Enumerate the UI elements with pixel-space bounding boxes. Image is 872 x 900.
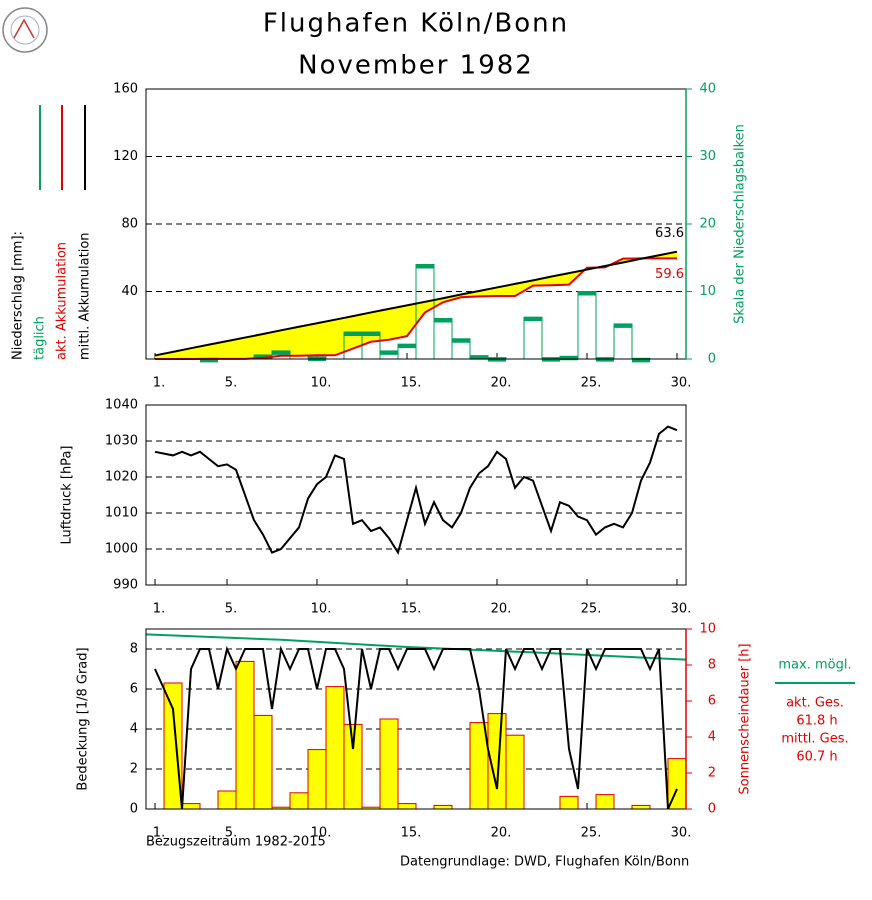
bar	[217, 790, 237, 810]
y2-tick-label: 20	[699, 217, 716, 232]
y-tick-label: 1000	[105, 542, 138, 557]
legend-label: täglich	[33, 316, 48, 360]
y-tick-label: 8	[130, 642, 138, 657]
y-tick-label: 40	[121, 284, 138, 299]
y2-tick-label: 10	[699, 284, 716, 299]
bar	[343, 723, 363, 810]
x-tick-label: 5.	[225, 376, 237, 391]
y2-axis-label: Skala der Niederschlagsbalken	[733, 124, 748, 324]
y2-tick-label: 6	[708, 694, 716, 709]
y2-tick-label: 30	[699, 149, 716, 164]
footer-source: Datengrundlage: DWD, Flughafen Köln/Bonn	[400, 855, 689, 870]
y2-tick-label: 40	[699, 82, 716, 97]
y-tick-label: 80	[121, 217, 138, 232]
legend-label: mittl. Akkumulation	[78, 232, 93, 360]
bar	[505, 734, 525, 810]
legend-label: akt. Akkumulation	[55, 242, 70, 360]
bar	[235, 660, 255, 810]
x-tick-label: 1.	[153, 376, 165, 391]
y2-tick-label: 0	[708, 352, 716, 367]
x-tick-label: 25.	[581, 826, 602, 841]
y-tick-label: 4	[130, 722, 138, 737]
x-tick-label: 25.	[581, 376, 602, 391]
annotation: akt. Ges.	[786, 696, 844, 711]
bar	[595, 794, 615, 810]
x-tick-label: 5.	[225, 602, 237, 617]
bar	[289, 792, 309, 810]
value-label: 59.6	[655, 267, 684, 282]
legend-label: max. mögl.	[778, 658, 851, 673]
y2-axis-label: Sonnenscheindauer [h]	[738, 643, 753, 794]
x-tick-label: 10.	[311, 602, 332, 617]
y2-tick-label: 4	[708, 730, 716, 745]
line	[154, 645, 678, 810]
x-tick-label: 15.	[401, 826, 422, 841]
x-tick-label: 1.	[153, 602, 165, 617]
y-tick-label: 990	[113, 578, 138, 593]
x-tick-label: 15.	[401, 376, 422, 391]
line	[154, 250, 678, 357]
footer-period: Bezugszeitraum 1982-2015	[146, 835, 326, 850]
logo	[2, 7, 48, 53]
y2-tick-label: 10	[699, 622, 716, 637]
annotation: 61.8 h	[796, 714, 837, 729]
line	[154, 425, 678, 556]
x-tick-label: 10.	[311, 826, 332, 841]
y2-tick-label: 2	[708, 766, 716, 781]
bar	[433, 804, 453, 810]
x-tick-label: 20.	[491, 602, 512, 617]
chart-subtitle: November 1982	[298, 51, 534, 81]
logo-inner	[10, 15, 40, 45]
value-label: 63.6	[655, 226, 684, 241]
line	[145, 633, 687, 661]
x-tick-label: 1.	[153, 826, 165, 841]
y-axis-label: Niederschlag [mm]:	[11, 231, 26, 360]
annotation: mittl. Ges.	[781, 732, 848, 747]
annotation: 60.7 h	[796, 750, 837, 765]
y-axis-label: Luftdruck [hPa]	[60, 446, 75, 545]
bar	[181, 803, 201, 810]
y-axis-label: Bedeckung [1/8 Grad]	[76, 647, 91, 790]
y-tick-label: 1030	[105, 434, 138, 449]
plot-frame	[145, 404, 687, 586]
logo-mark	[13, 18, 35, 39]
logo-ring	[2, 7, 48, 53]
x-tick-label: 30.	[671, 826, 692, 841]
y-tick-label: 1040	[105, 398, 138, 413]
bar	[631, 804, 651, 810]
x-tick-label: 20.	[491, 376, 512, 391]
y-tick-label: 1010	[105, 506, 138, 521]
x-tick-label: 20.	[491, 826, 512, 841]
y2-tick-label: 0	[708, 802, 716, 817]
bar	[325, 686, 345, 810]
x-tick-label: 30.	[671, 376, 692, 391]
x-tick-label: 5.	[225, 826, 237, 841]
y-tick-label: 160	[113, 82, 138, 97]
x-tick-label: 30.	[671, 602, 692, 617]
x-tick-label: 25.	[581, 602, 602, 617]
bar	[559, 795, 579, 810]
chart-title: Flughafen Köln/Bonn	[263, 9, 569, 39]
y-tick-label: 2	[130, 762, 138, 777]
x-tick-label: 15.	[401, 602, 422, 617]
bar	[307, 749, 327, 810]
y-tick-label: 0	[130, 802, 138, 817]
bar	[253, 714, 273, 810]
bar	[397, 803, 417, 810]
y-tick-label: 6	[130, 682, 138, 697]
y-tick-label: 1020	[105, 470, 138, 485]
y2-tick-label: 8	[708, 658, 716, 673]
x-tick-label: 10.	[311, 376, 332, 391]
bar	[379, 718, 399, 810]
y-tick-label: 120	[113, 149, 138, 164]
